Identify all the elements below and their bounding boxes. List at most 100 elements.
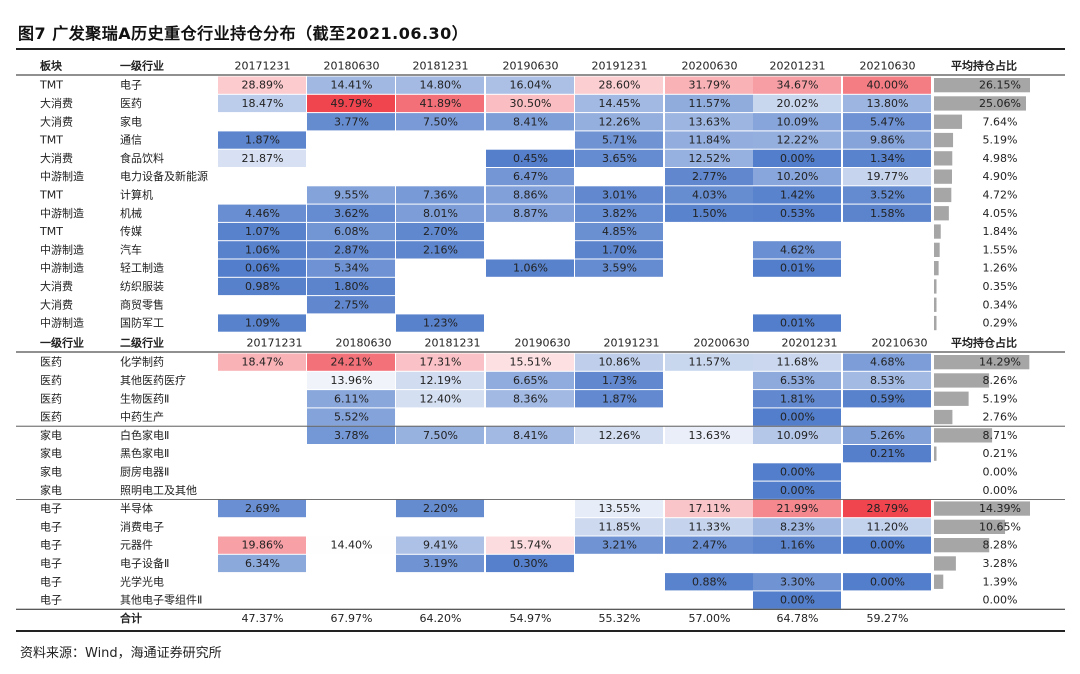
- heat-cell-value: 2.47%: [692, 539, 727, 552]
- avg-value: 8.71%: [983, 429, 1018, 442]
- heat-cell: [575, 113, 663, 131]
- heat-cell-value: 20.02%: [777, 97, 819, 110]
- heat-cell-value: 11.85%: [599, 520, 641, 533]
- sub-industry-label: 其他医药医疗: [120, 373, 186, 387]
- heat-cell-value: 40.00%: [867, 79, 909, 92]
- heat-cell: [753, 371, 841, 390]
- heat-cell-value: 0.00%: [780, 152, 815, 165]
- heat-cell: [396, 113, 484, 131]
- heat-cell: [218, 204, 306, 222]
- avg-bar: [934, 279, 937, 294]
- avg-value: 5.19%: [983, 134, 1018, 147]
- heat-cell-value: 14.80%: [420, 79, 462, 92]
- sub-industry-label: 化学制药: [120, 355, 164, 369]
- industry-label: 家电: [40, 446, 62, 460]
- heat-cell-value: 31.79%: [689, 79, 731, 92]
- heat-cell-value: 2.16%: [423, 243, 458, 256]
- heat-cell: [843, 94, 931, 113]
- heat-cell: [843, 426, 931, 444]
- heat-cell: [486, 94, 574, 113]
- heat-cell-value: 0.01%: [780, 262, 815, 275]
- avg-bar: [934, 261, 939, 276]
- avg-bar: [934, 556, 956, 571]
- avg-bar: [934, 114, 963, 129]
- heat-cell: [843, 390, 931, 408]
- industry-label: 电子: [40, 557, 62, 570]
- heat-cell-value: 10.09%: [777, 115, 819, 128]
- sub-industry-label: 照明电工及其他: [120, 484, 197, 497]
- heat-cell: [665, 499, 753, 518]
- heat-cell: [486, 76, 574, 94]
- heat-cell: [486, 371, 574, 390]
- industry-label: 医药: [40, 411, 62, 424]
- heat-cell-value: 1.50%: [692, 207, 727, 220]
- heat-cell: [396, 554, 484, 573]
- industry-label: 家电: [40, 483, 62, 497]
- heat-cell-value: 3.59%: [602, 262, 637, 275]
- heat-cell-value: 2.87%: [334, 243, 369, 256]
- heat-cell: [396, 241, 484, 259]
- sector-label: 大消费: [40, 297, 73, 311]
- heat-cell: [396, 204, 484, 222]
- heat-cell-value: 18.47%: [242, 356, 284, 369]
- column-header: 一级行业: [120, 59, 164, 73]
- heat-cell: [218, 222, 306, 241]
- heat-cell: [218, 259, 306, 277]
- heat-cell-value: 10.20%: [777, 170, 819, 183]
- heat-cell-value: 19.77%: [867, 170, 909, 183]
- heat-cell-value: 10.09%: [777, 429, 819, 442]
- heat-cell: [665, 94, 753, 113]
- heat-cell: [486, 426, 574, 444]
- heat-cell: [307, 204, 395, 222]
- avg-bar: [934, 501, 1030, 516]
- sub-industry-label: 元器件: [120, 539, 153, 552]
- heat-cell-value: 1.09%: [245, 317, 280, 330]
- heat-cell-value: 1.81%: [780, 392, 815, 405]
- heat-cell-value: 14.45%: [599, 97, 641, 110]
- sector-label: 大消费: [40, 279, 73, 293]
- heat-cell: [575, 149, 663, 167]
- heat-cell: [307, 186, 395, 204]
- heat-cell-value: 5.26%: [870, 429, 905, 442]
- heat-cell: [575, 76, 663, 94]
- heat-cell-value: 28.79%: [867, 502, 909, 515]
- period-header: 20210630: [872, 337, 928, 350]
- heat-cell-value: 6.34%: [245, 557, 280, 570]
- heat-cell: [575, 204, 663, 222]
- avg-value: 4.05%: [983, 207, 1018, 220]
- avg-header: 平均持仓占比: [951, 336, 1017, 350]
- heat-cell: [843, 573, 931, 591]
- heat-cell: [396, 222, 484, 241]
- sector-label: TMT: [39, 134, 63, 147]
- heat-cell: [218, 536, 306, 554]
- heat-cell: [753, 518, 841, 536]
- heat-cell-value: 10.86%: [599, 356, 641, 369]
- heat-cell: [843, 536, 931, 554]
- avg-value: 26.15%: [979, 79, 1021, 92]
- industry-label: 医药: [40, 356, 62, 369]
- heat-cell-value: 13.80%: [867, 97, 909, 110]
- heat-cell-value: 17.11%: [689, 502, 731, 515]
- heat-cell-value: 0.00%: [780, 594, 815, 607]
- sector-label: 大消费: [40, 96, 73, 110]
- heat-cell: [218, 76, 306, 94]
- heat-cell: [218, 499, 306, 518]
- avg-value: 0.00%: [983, 594, 1018, 607]
- heat-cell-value: 0.53%: [780, 207, 815, 220]
- heat-cell-value: 16.04%: [510, 79, 552, 92]
- sub-industry-label: 半导体: [120, 501, 153, 515]
- period-header: 20180630: [324, 60, 380, 73]
- column-header: 板块: [40, 59, 63, 73]
- avg-value: 14.39%: [979, 502, 1021, 515]
- heat-cell-value: 0.45%: [513, 152, 548, 165]
- heat-cell: [843, 186, 931, 204]
- avg-bar: [934, 574, 944, 589]
- avg-bar: [934, 519, 1006, 534]
- industry-label: 医药: [120, 97, 142, 110]
- heat-cell-value: 0.00%: [870, 539, 905, 552]
- heat-cell: [575, 259, 663, 277]
- heat-cell-value: 14.40%: [331, 539, 373, 552]
- heat-cell: [843, 499, 931, 518]
- heat-cell-value: 4.68%: [870, 356, 905, 369]
- avg-bar: [934, 373, 990, 388]
